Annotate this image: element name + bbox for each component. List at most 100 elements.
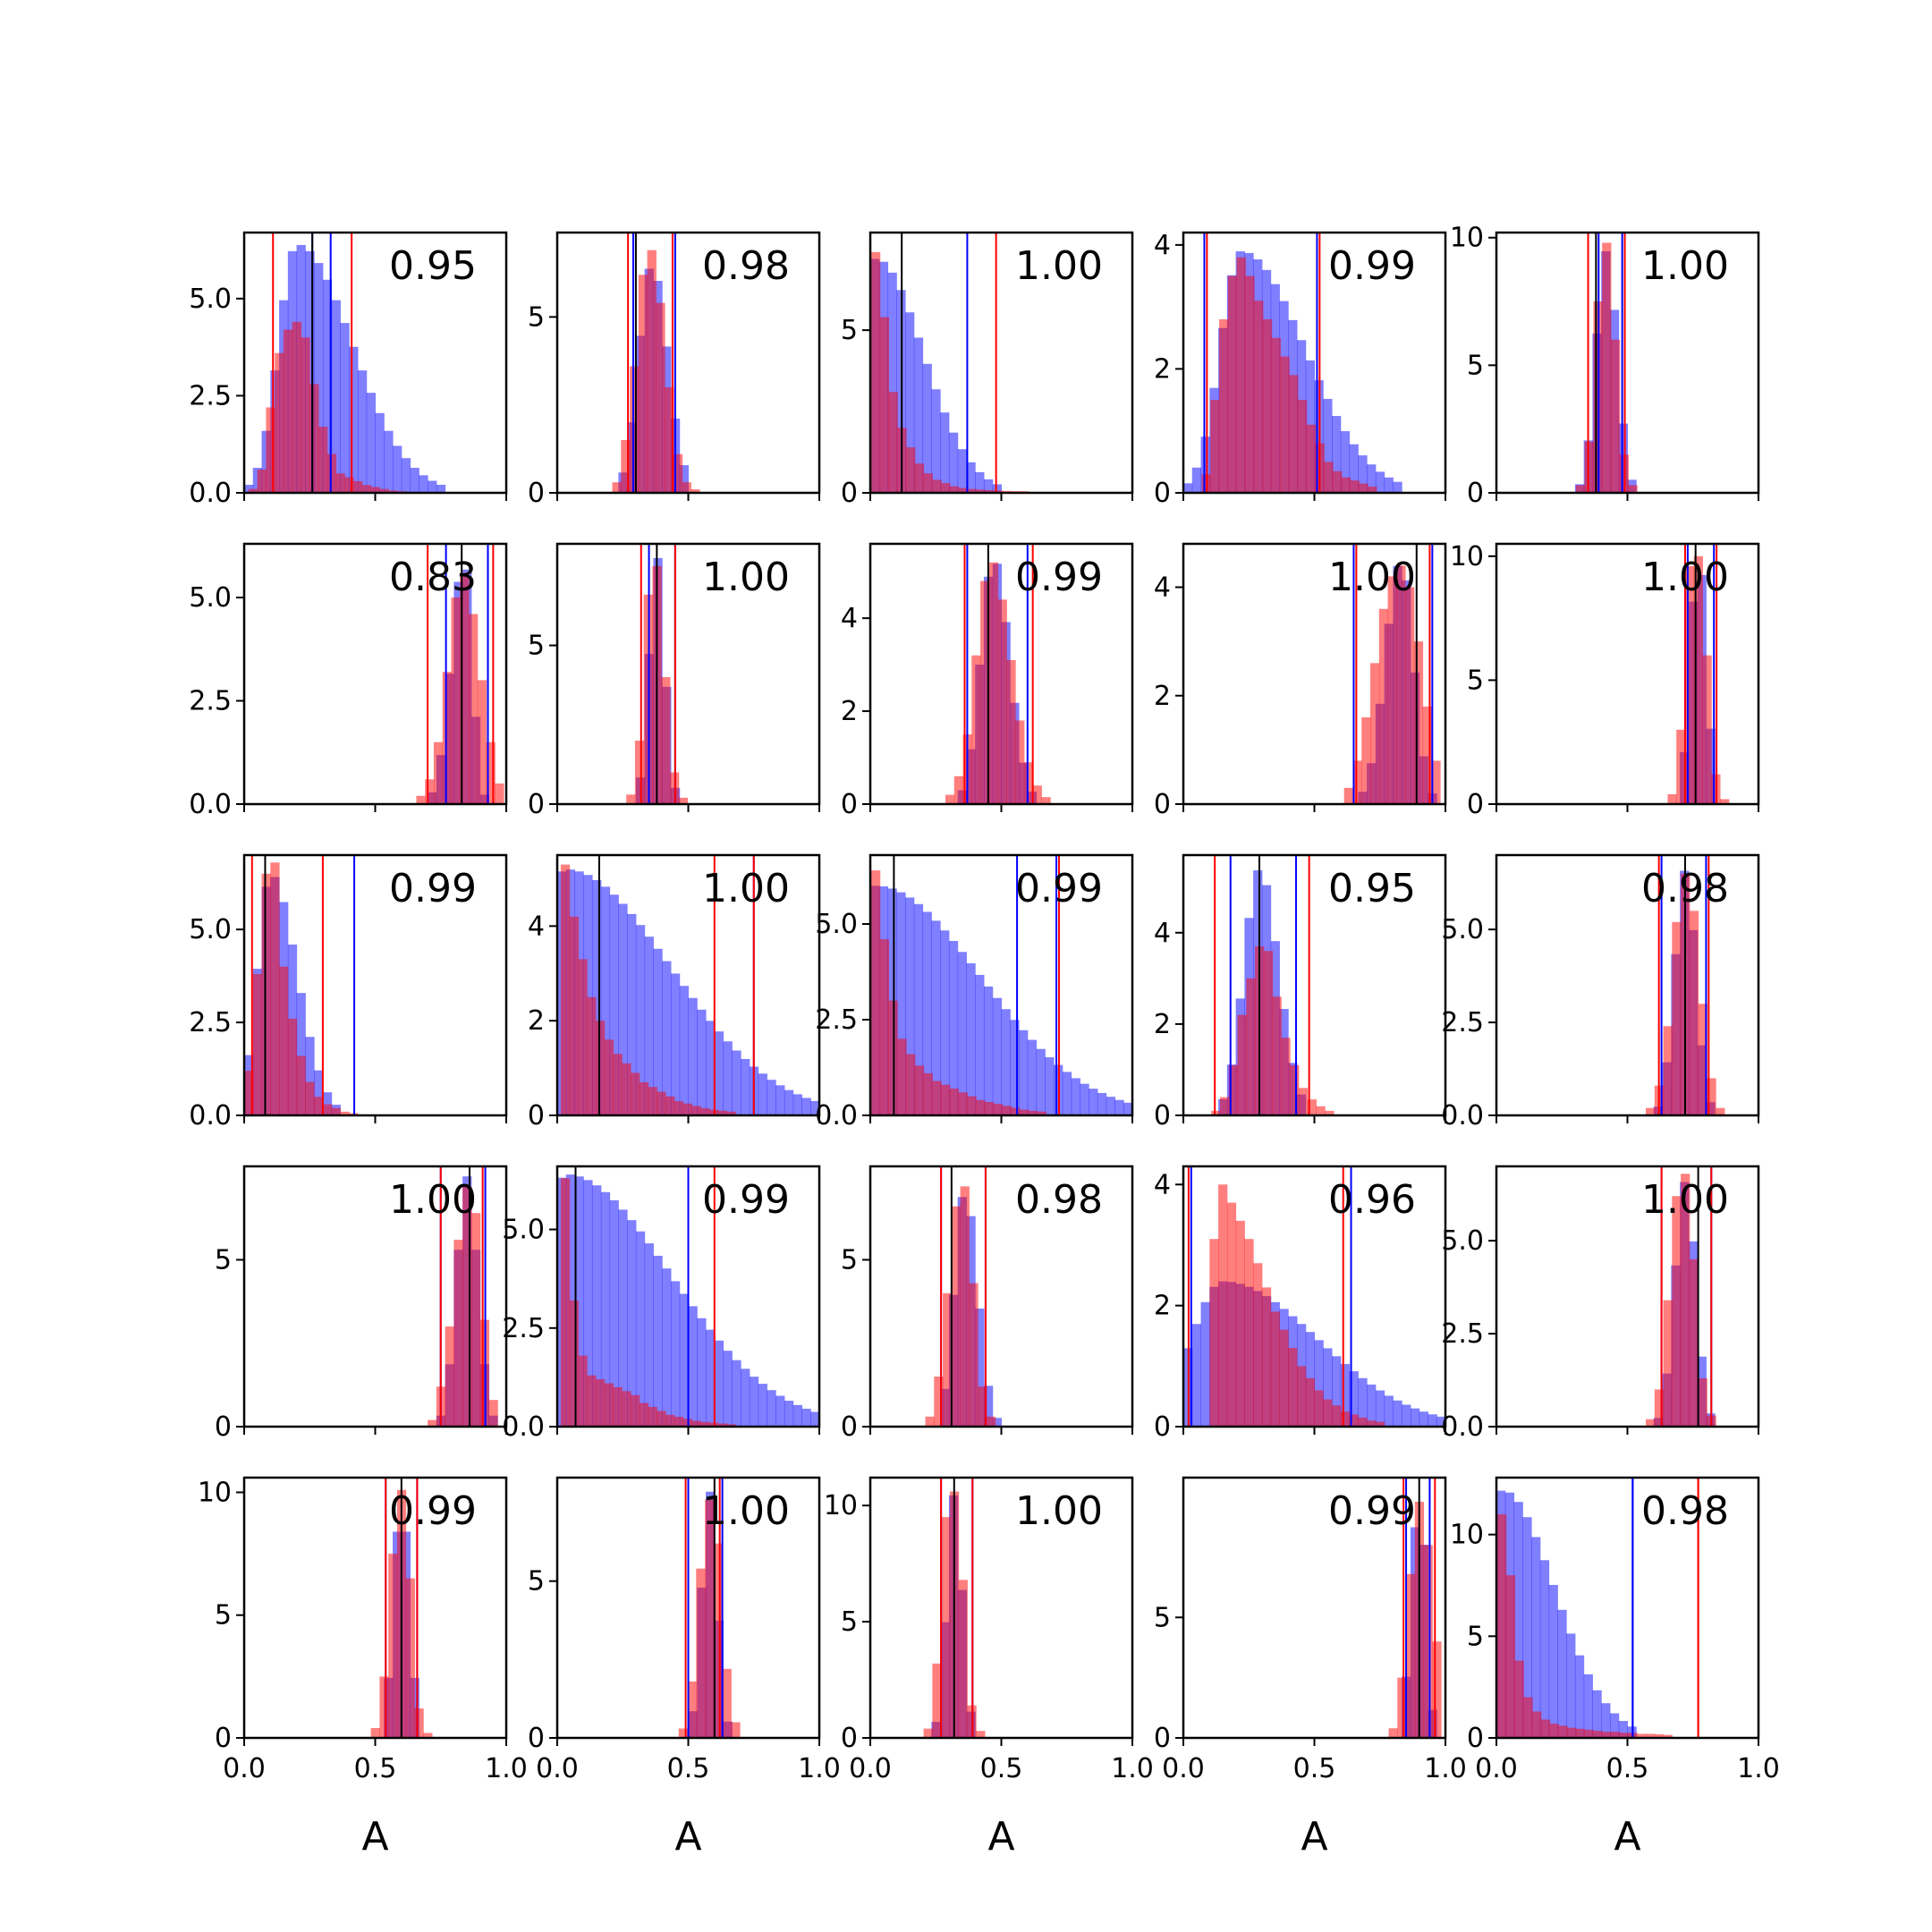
series-a-bar bbox=[357, 370, 368, 493]
series-b-bar bbox=[639, 1081, 649, 1115]
series-b-bar bbox=[923, 473, 933, 493]
series-b-bar bbox=[1350, 480, 1360, 493]
series-b-bar bbox=[932, 1080, 942, 1115]
series-a-bar bbox=[1323, 399, 1333, 493]
series-b-bar bbox=[661, 677, 671, 804]
series-a-bar bbox=[618, 1209, 628, 1427]
series-b-bar bbox=[1332, 1405, 1342, 1427]
series-b-bar bbox=[1549, 1724, 1559, 1738]
series-b-bar bbox=[731, 1722, 741, 1738]
series-b-bar bbox=[1610, 1732, 1621, 1738]
series-b-bar bbox=[1707, 1078, 1716, 1115]
y-tick-label: 0.0 bbox=[815, 1100, 858, 1131]
y-tick-label: 10 bbox=[1450, 223, 1484, 254]
series-b-bar bbox=[279, 966, 289, 1115]
y-tick-label: 2 bbox=[1154, 1291, 1171, 1322]
series-b-bar bbox=[1378, 608, 1389, 804]
series-a-bar bbox=[1114, 1099, 1124, 1115]
series-b-bar bbox=[1676, 729, 1686, 804]
series-b-bars bbox=[1343, 565, 1441, 804]
series-a-bar bbox=[1393, 481, 1402, 493]
series-b-bar bbox=[631, 1394, 640, 1427]
y-tick-label: 0 bbox=[528, 478, 545, 509]
series-a-bar bbox=[1191, 467, 1202, 493]
series-b-bar bbox=[1281, 1038, 1291, 1115]
series-b-bar bbox=[488, 1400, 498, 1427]
series-b-bar bbox=[244, 1071, 254, 1115]
series-a-bar bbox=[1384, 477, 1394, 493]
x-tick-label: 0.5 bbox=[1293, 1753, 1336, 1784]
series-b-bar bbox=[1262, 319, 1273, 493]
series-b-bar bbox=[270, 862, 280, 1115]
series-b-bar bbox=[879, 939, 890, 1115]
series-a-bar bbox=[1358, 1377, 1368, 1427]
series-a-bar bbox=[732, 1360, 741, 1427]
series-a-bar bbox=[1367, 464, 1377, 493]
series-a-bar bbox=[322, 1092, 333, 1115]
series-b-bar bbox=[1405, 587, 1415, 804]
series-b-bar bbox=[1637, 1733, 1647, 1738]
x-tick-label: 1.0 bbox=[1737, 1753, 1780, 1784]
series-a-bar bbox=[1566, 1633, 1576, 1738]
series-b-bar bbox=[1316, 1106, 1326, 1115]
y-tick-label: 0 bbox=[1467, 789, 1484, 820]
series-b-bars bbox=[678, 1499, 741, 1738]
series-b-bar bbox=[621, 440, 631, 493]
correlation-label: 0.98 bbox=[1641, 1488, 1729, 1534]
series-b-bar bbox=[665, 1096, 675, 1115]
histogram-panel: 0 5 10 0.0 0.5 1.0 0.99 bbox=[198, 1476, 528, 1784]
y-tick-label: 0 bbox=[528, 1100, 545, 1131]
series-a-bar bbox=[801, 1408, 811, 1427]
series-a-bar bbox=[767, 1390, 776, 1427]
series-b-bar bbox=[906, 1054, 916, 1115]
series-b-bar bbox=[1011, 1107, 1021, 1115]
series-a-bar bbox=[331, 300, 341, 493]
series-b-bar bbox=[1422, 706, 1432, 804]
y-tick-label: 2 bbox=[841, 696, 858, 727]
series-b-bar bbox=[870, 870, 881, 1115]
series-b-bar bbox=[976, 489, 986, 493]
series-b-bar bbox=[301, 337, 310, 493]
series-a-bar bbox=[393, 445, 402, 493]
series-b-bar bbox=[1226, 1202, 1237, 1427]
series-b-bar bbox=[678, 797, 689, 804]
series-b-bar bbox=[1041, 797, 1051, 804]
series-b-bars bbox=[560, 864, 736, 1115]
series-b-bar bbox=[1387, 576, 1397, 804]
series-b-bar bbox=[906, 447, 916, 493]
series-b-bar bbox=[1672, 1196, 1682, 1427]
series-b-bar bbox=[941, 483, 951, 493]
series-b-bar bbox=[1514, 1660, 1524, 1738]
series-b-bar bbox=[595, 1021, 606, 1115]
series-a-bar bbox=[1323, 1348, 1333, 1427]
correlation-label: 1.00 bbox=[1015, 1488, 1103, 1534]
y-tick-label: 0 bbox=[841, 478, 858, 509]
series-a-bar bbox=[706, 1021, 716, 1115]
series-a-bar bbox=[583, 1180, 593, 1427]
series-b-bar bbox=[1253, 1263, 1263, 1427]
x-axis-label: A bbox=[1614, 1814, 1640, 1860]
series-a-bar bbox=[792, 1404, 802, 1427]
interval-lines bbox=[627, 233, 676, 493]
series-a-bar bbox=[1183, 483, 1193, 493]
series-a-bar bbox=[419, 475, 428, 493]
series-b-bar bbox=[958, 487, 968, 493]
correlation-label: 1.00 bbox=[702, 1488, 790, 1534]
series-a-bar bbox=[1548, 1584, 1558, 1738]
series-b-bar bbox=[1397, 1677, 1407, 1738]
series-b-bar bbox=[657, 1091, 666, 1115]
series-a-bar bbox=[1001, 1009, 1011, 1115]
y-tick-label: 2 bbox=[528, 1005, 545, 1037]
series-a-bar bbox=[1036, 1048, 1046, 1115]
series-b-bar bbox=[665, 1414, 675, 1427]
correlation-label: 0.99 bbox=[1328, 1488, 1416, 1534]
series-b-bar bbox=[423, 1733, 433, 1738]
series-a-bar bbox=[1332, 1356, 1342, 1427]
series-b-bar bbox=[1423, 1545, 1433, 1738]
series-a-bar bbox=[340, 323, 350, 493]
series-b-bar bbox=[1375, 1421, 1385, 1427]
series-b-bar bbox=[453, 1240, 463, 1427]
series-a-bar bbox=[1609, 1713, 1620, 1738]
series-b-bar bbox=[428, 1419, 437, 1427]
series-b-bar bbox=[1325, 1110, 1335, 1115]
